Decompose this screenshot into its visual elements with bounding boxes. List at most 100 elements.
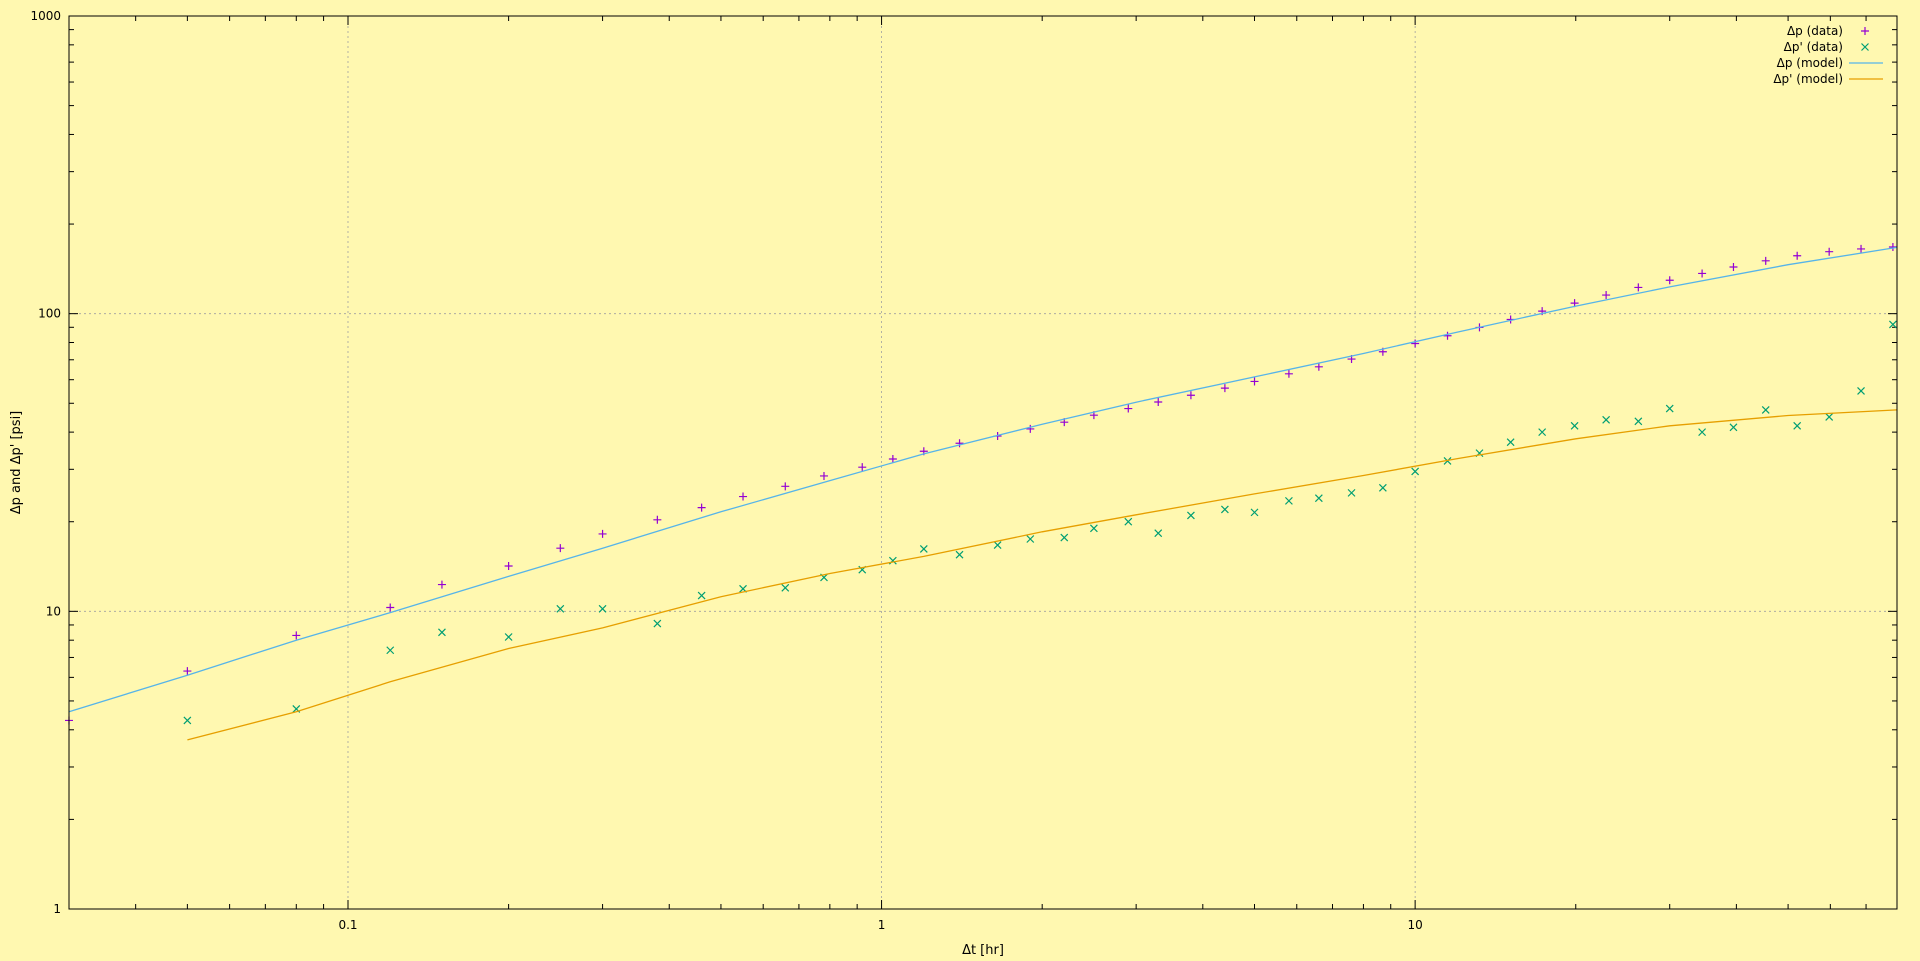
data-point <box>1089 524 1098 533</box>
x-tick-label: 0.1 <box>338 918 357 932</box>
x-axis-label: Δt [hr] <box>962 943 1004 958</box>
y-axis-label: Δp and Δp' [psi] <box>9 411 24 515</box>
series-1 <box>183 320 1897 725</box>
y-tick-label: 100 <box>38 307 61 321</box>
data-point <box>1220 505 1229 514</box>
data-point <box>1602 291 1611 300</box>
legend-swatch <box>1861 27 1869 35</box>
data-point <box>1124 517 1133 526</box>
data-point <box>1698 428 1707 437</box>
data-point <box>1888 320 1897 329</box>
data-point <box>386 603 395 612</box>
legend-label: Δp' (data) <box>1784 40 1843 54</box>
data-point <box>955 439 964 448</box>
data-point <box>1634 283 1643 292</box>
data-point <box>1314 362 1323 371</box>
legend-label: Δp' (model) <box>1773 72 1843 86</box>
data-point <box>1411 339 1420 348</box>
y-tick-label: 1 <box>53 902 61 916</box>
data-point <box>1825 412 1834 421</box>
legend-label: Δp (model) <box>1777 56 1843 70</box>
data-point <box>1729 262 1738 271</box>
data-point <box>1538 428 1547 437</box>
data-point <box>1665 276 1674 285</box>
data-point <box>1761 256 1770 265</box>
data-point <box>1793 421 1802 430</box>
data-point <box>1378 483 1387 492</box>
data-point <box>1060 533 1069 542</box>
data-point <box>1284 496 1293 505</box>
data-point <box>1411 467 1420 476</box>
legend-label: Δp (data) <box>1787 24 1843 38</box>
data-point <box>1602 415 1611 424</box>
data-point <box>919 545 928 553</box>
grid <box>69 16 1897 909</box>
data-point <box>1250 377 1259 386</box>
x-tick-label: 10 <box>1407 918 1422 932</box>
data-point <box>697 591 706 600</box>
legend: Δp (data) Δp' (data) Δp (model) Δp' (model) <box>1773 24 1883 86</box>
y-tick-label: 1000 <box>30 9 61 23</box>
data-point <box>504 562 513 571</box>
data-point <box>1857 244 1866 253</box>
x-tick-label: 1 <box>878 918 886 932</box>
data-point <box>1284 369 1293 378</box>
data-point <box>1186 511 1195 520</box>
y-tick-label: 10 <box>46 604 61 618</box>
data-point <box>292 631 301 640</box>
data-point <box>1026 424 1035 433</box>
data-point <box>781 583 790 592</box>
data-point <box>1761 405 1770 414</box>
data-point <box>598 604 607 613</box>
series-line <box>187 409 1898 741</box>
series-layer <box>65 242 1898 741</box>
data-point <box>955 550 964 559</box>
data-point <box>1570 421 1579 430</box>
data-point <box>598 529 607 538</box>
data-point <box>556 544 565 553</box>
data-point <box>781 482 790 491</box>
data-point <box>1443 331 1452 340</box>
data-point <box>386 646 395 655</box>
legend-swatch <box>1861 43 1869 51</box>
data-point <box>1154 529 1163 538</box>
data-point <box>438 628 446 637</box>
series-2 <box>68 246 1898 713</box>
data-point <box>437 580 446 589</box>
data-point <box>1124 404 1133 413</box>
data-point <box>1154 397 1163 406</box>
data-point <box>556 604 565 613</box>
data-point <box>888 454 897 463</box>
series-0 <box>65 242 1897 725</box>
data-point <box>1220 384 1229 393</box>
data-point <box>1825 247 1834 256</box>
series-3 <box>187 409 1898 741</box>
data-point <box>1729 423 1738 432</box>
data-point <box>183 667 192 676</box>
tick-labels: 0.1 1 10 1 10 100 1000 <box>30 9 1422 932</box>
data-point <box>183 716 192 725</box>
data-point <box>653 619 662 628</box>
data-point <box>819 471 828 480</box>
data-point <box>1314 494 1323 503</box>
data-point <box>697 503 706 512</box>
series-line <box>68 246 1898 713</box>
data-point <box>1186 391 1195 400</box>
data-point <box>1857 387 1865 395</box>
data-point <box>1634 417 1643 426</box>
data-point <box>993 541 1002 549</box>
data-point <box>1665 404 1674 413</box>
data-point <box>739 492 748 501</box>
data-point <box>1698 269 1707 278</box>
data-point <box>504 633 513 641</box>
data-point <box>1793 251 1802 260</box>
ticks <box>68 15 1898 910</box>
data-point <box>858 463 867 472</box>
data-point <box>653 515 662 524</box>
data-point <box>1250 508 1259 517</box>
data-point <box>1347 488 1356 497</box>
plot-frame <box>68 15 1898 910</box>
data-point <box>1506 438 1515 447</box>
